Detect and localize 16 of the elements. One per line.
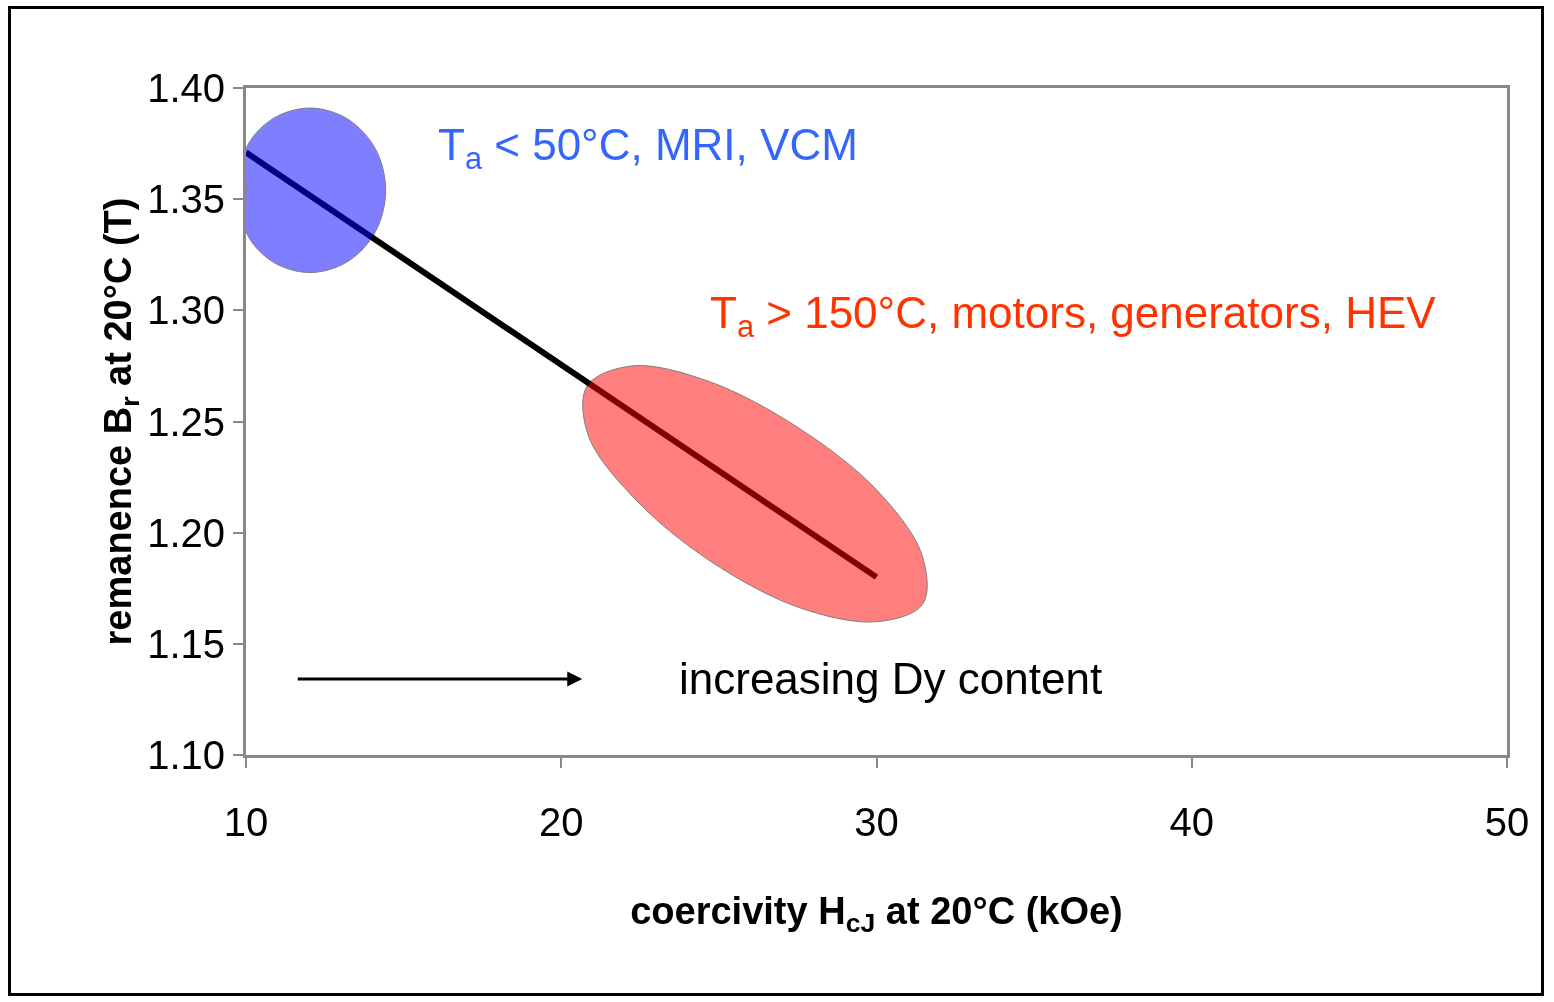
y-tick-label: 1.40 xyxy=(147,66,225,110)
annotation: increasing Dy content xyxy=(679,654,1103,703)
y-tick-label: 1.10 xyxy=(147,733,225,777)
y-tick-label: 1.15 xyxy=(147,621,225,666)
x-tick-label: 30 xyxy=(854,800,899,844)
y-tick-label: 1.20 xyxy=(147,510,225,555)
annotation: T$_{a}$ > 150°C, motors, generators, HEV xyxy=(710,288,1437,345)
x-axis-title: coercivity H$_{cJ}$ at 20°C (kOe) xyxy=(630,890,1123,939)
annotation: T$_{a}$ < 50°C, MRI, VCM xyxy=(438,120,858,177)
x-tick-label: 50 xyxy=(1484,800,1530,844)
y-tick-label: 1.25 xyxy=(147,399,225,444)
y-tick-label: 1.30 xyxy=(147,288,225,333)
x-tick-label: 40 xyxy=(1169,800,1214,844)
y-tick-label: 1.35 xyxy=(147,177,225,222)
x-tick-label: 20 xyxy=(539,800,584,844)
x-tick-label: 10 xyxy=(223,800,269,844)
